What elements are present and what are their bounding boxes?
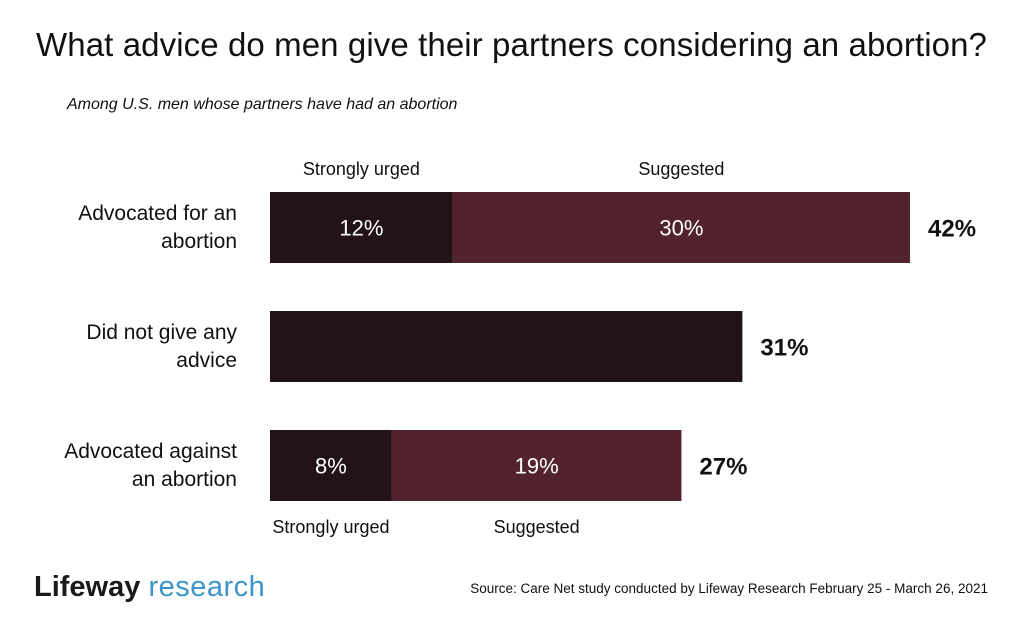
lifeway-research-logo: Lifeway research <box>34 571 265 604</box>
legend-label-top: Suggested <box>638 159 724 179</box>
legend-label-bottom: Strongly urged <box>272 517 389 537</box>
data-label: 12% <box>339 216 383 241</box>
data-label: 30% <box>659 216 703 241</box>
chart-subtitle: Among U.S. men whose partners have had a… <box>67 96 458 113</box>
legend-label-top: Strongly urged <box>303 159 420 179</box>
data-label: 8% <box>315 454 347 479</box>
bar-segment <box>270 311 743 382</box>
total-label: 31% <box>760 335 808 362</box>
logo-brand: Lifeway <box>34 571 141 603</box>
legend-label-bottom: Suggested <box>494 517 580 537</box>
category-label: Advocated against <box>64 440 237 463</box>
data-label: 19% <box>515 454 559 479</box>
total-label: 27% <box>699 454 747 481</box>
total-label: 42% <box>928 216 976 243</box>
bar-segment <box>270 192 453 263</box>
category-label: Did not give any <box>86 321 237 344</box>
bar-segment <box>452 192 910 263</box>
bar-segment <box>391 430 682 501</box>
category-label: advice <box>176 349 237 372</box>
chart-title: What advice do men give their partners c… <box>36 26 988 63</box>
bar-segment <box>270 430 392 501</box>
logo-unit: research <box>148 571 266 603</box>
category-label: an abortion <box>132 468 237 491</box>
category-label: abortion <box>161 230 237 253</box>
source-note: Source: Care Net study conducted by Life… <box>470 581 988 596</box>
category-label: Advocated for an <box>78 202 237 225</box>
